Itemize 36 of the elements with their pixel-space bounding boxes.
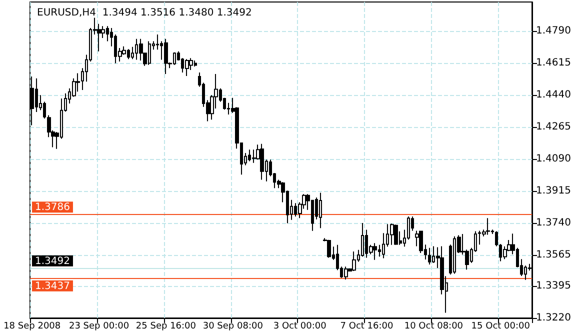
x-tick-label: 23 Sep 00:00 [68, 322, 130, 332]
x-tick-label: 30 Sep 08:00 [202, 322, 264, 332]
candlestick [319, 192, 322, 229]
candlestick [428, 247, 431, 265]
x-tick-label: 10 Oct 08:00 [404, 322, 464, 332]
candlestick [344, 266, 348, 280]
y-tick-label: 1.4265 [536, 122, 571, 133]
x-tick-label: 25 Sep 16:00 [136, 322, 196, 332]
ref-line-label: 1.3786 [35, 202, 70, 214]
candlestick [260, 143, 264, 180]
x-tick-label: 3 Oct 00:00 [273, 322, 327, 332]
y-tick-label: 1.3220 [536, 312, 571, 324]
candlestick [361, 222, 364, 258]
y-tick-label: 1.4790 [536, 26, 571, 37]
ref-line-label: 1.3492 [35, 256, 70, 267]
candlestick [486, 218, 490, 236]
y-tick-label: 1.3395 [536, 280, 571, 292]
y-tick-label: 1.4615 [536, 58, 571, 69]
x-tick-label: 7 Oct 16:00 [340, 322, 394, 332]
candlestick [495, 230, 498, 247]
y-tick-label: 1.3915 [536, 186, 571, 197]
candlestick [327, 239, 331, 258]
candlestick [164, 38, 168, 74]
candlestick [352, 251, 356, 272]
candlestick [373, 242, 377, 260]
candlestick [185, 58, 189, 76]
y-tick-label: 1.3740 [536, 218, 571, 229]
ref-line-label: 1.3437 [35, 280, 70, 292]
candlestick [394, 224, 398, 246]
candlestick [390, 223, 394, 246]
x-tick-label: 18 Sep 2008 [4, 322, 61, 332]
x-tick-label: 15 Oct 00:00 [471, 322, 530, 332]
text: EURUSD,H4 1.3494 1.3516 1.3480 1.3492 [37, 8, 252, 18]
y-tick-label: 1.4090 [536, 154, 571, 165]
y-tick-label: 1.4440 [536, 90, 571, 101]
y-tick-label: 1.3565 [536, 249, 571, 260]
